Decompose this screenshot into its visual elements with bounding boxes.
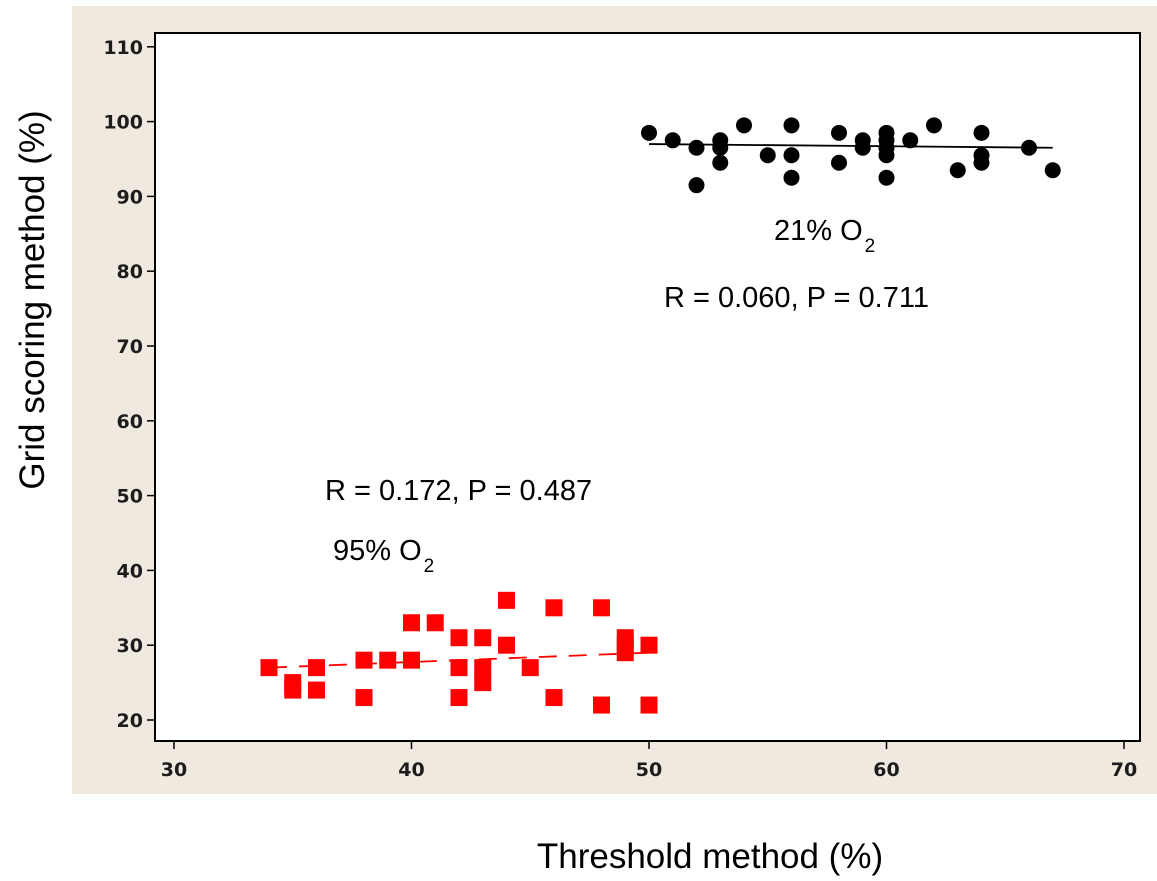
data-point-circle <box>926 117 942 134</box>
data-point-square <box>474 659 492 677</box>
y-axis-label: Grid scoring method (%) <box>13 110 52 489</box>
y-tick-label: 100 <box>103 112 143 134</box>
data-point-square <box>308 681 325 699</box>
y-tick-label: 30 <box>117 635 143 657</box>
data-point-square <box>450 689 468 707</box>
data-point-square <box>593 599 610 617</box>
y-tick-label: 60 <box>117 411 143 433</box>
y-tick-label: 110 <box>103 37 143 59</box>
lower-stats-annotation: R = 0.172, P = 0.487 <box>325 475 592 507</box>
upper-stats-annotation: R = 0.060, P = 0.711 <box>664 282 929 314</box>
data-point-square <box>521 659 539 677</box>
x-tick-label: 50 <box>636 759 662 781</box>
data-point-square <box>403 614 420 632</box>
data-point-square <box>498 636 515 654</box>
data-point-circle <box>712 139 729 156</box>
data-point-square <box>474 629 492 647</box>
data-point-square <box>284 681 302 699</box>
x-axis: 30 40 50 60 70 <box>161 741 1137 781</box>
data-point-circle <box>973 124 990 141</box>
data-point-circle <box>949 162 966 179</box>
data-point-circle <box>759 147 776 164</box>
x-tick-label: 70 <box>1111 759 1137 781</box>
data-point-square <box>545 599 563 617</box>
y-tick-label: 90 <box>117 186 143 208</box>
data-point-circle <box>902 132 919 149</box>
data-point-circle <box>783 117 800 134</box>
data-point-circle <box>831 154 847 171</box>
y-axis: 20 30 40 50 60 70 80 90 100 110 <box>103 37 155 732</box>
data-point-circle <box>1044 162 1061 179</box>
data-point-circle <box>878 169 895 186</box>
y-tick-label: 20 <box>117 710 143 732</box>
data-point-square <box>474 674 492 692</box>
data-point-circle <box>831 124 847 141</box>
data-point-circle <box>641 124 657 141</box>
data-point-square <box>260 659 278 677</box>
data-point-square <box>308 659 325 677</box>
data-point-circle <box>736 117 752 134</box>
data-point-circle <box>878 147 895 164</box>
data-point-square <box>593 696 610 714</box>
data-point-square <box>545 689 563 707</box>
data-point-square <box>450 659 468 677</box>
data-point-circle <box>1021 139 1037 156</box>
y-tick-label: 50 <box>117 486 143 508</box>
data-point-circle <box>783 169 800 186</box>
y-tick-label: 70 <box>117 336 143 358</box>
data-points <box>260 117 1061 714</box>
data-point-square <box>450 629 468 647</box>
data-point-circle <box>973 154 990 171</box>
x-tick-label: 40 <box>398 759 424 781</box>
data-point-square <box>616 644 634 662</box>
x-tick-label: 60 <box>873 759 899 781</box>
data-point-circle <box>854 139 871 156</box>
data-point-circle <box>664 132 681 149</box>
data-point-square <box>403 651 420 669</box>
data-point-square <box>355 689 373 707</box>
data-point-circle <box>712 154 729 171</box>
data-point-square <box>355 651 373 669</box>
x-axis-label: Threshold method (%) <box>537 837 883 876</box>
data-point-square <box>640 696 658 714</box>
y-tick-label: 40 <box>117 560 143 582</box>
data-point-square <box>640 636 658 654</box>
x-tick-label: 30 <box>161 759 187 781</box>
data-point-circle <box>688 177 705 194</box>
data-point-circle <box>688 139 705 156</box>
data-point-square <box>498 591 515 609</box>
data-point-square <box>426 614 444 632</box>
y-tick-label: 80 <box>117 261 143 283</box>
data-point-square <box>379 651 397 669</box>
data-point-circle <box>783 147 800 164</box>
